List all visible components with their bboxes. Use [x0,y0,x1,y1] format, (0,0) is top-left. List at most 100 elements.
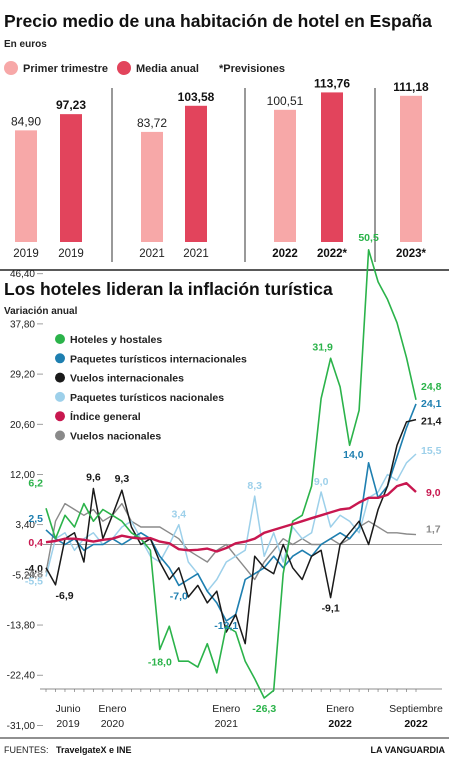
bar [60,114,82,242]
bar-value-label: 100,51 [267,94,304,108]
bar-category-label: 2023* [396,248,427,260]
series-line-hoteles [45,249,417,699]
x-tick-label-line1: Enero [212,703,240,715]
bar-category-label: 2021 [183,248,209,260]
bar-category-label: 2019 [13,248,39,260]
data-label: 2,5 [28,513,43,525]
legend-swatch [55,353,65,364]
x-tick-label-line1: Enero [326,703,354,715]
bar-value-label: 97,23 [56,98,86,112]
tourism-inflation-line-chart: Los hoteles lideran la inflación turísti… [4,232,443,732]
data-label: -13,1 [214,620,238,632]
legend-swatch-media-anual [117,61,131,75]
data-label: 9,0 [314,476,329,488]
x-tick-label-line2: 2021 [215,718,239,730]
y-tick-label: -5,20 [12,570,35,581]
series-line-indice [45,482,417,553]
data-label: -5,5 [25,576,43,588]
data-label: 3,4 [172,509,187,521]
legend-label: Hoteles y hostales [70,334,162,346]
data-label: 21,4 [421,416,442,428]
x-tick-label-line1: Septiembre [389,703,443,715]
data-label: -4,0 [25,563,43,575]
legend-swatch-primer-trimestre [4,61,18,75]
x-tick-label-line1: Enero [98,703,126,715]
legend-label: Índice general [70,410,141,423]
data-label: 24,1 [421,398,442,410]
legend-swatch [55,391,65,402]
data-label: 6,2 [28,477,43,489]
series-line-paq-int [45,403,417,622]
legend-swatch [55,334,65,344]
bar-category-label: 2021 [139,248,165,260]
legend-swatch [55,411,65,422]
bar-chart-title: Precio medio de una habitación de hotel … [4,11,432,31]
x-tick-label-line2: 2022 [328,718,352,730]
x-tick-label-line2: 2022 [404,718,428,730]
bar-value-label: 113,76 [314,76,350,90]
legend-swatch [55,372,65,383]
data-label: -9,1 [322,603,340,615]
series-line-vuelos-int [45,418,417,645]
data-label: -18,0 [148,657,172,669]
bar [274,109,296,243]
footer-sources-names: TravelgateX e INE [56,745,132,755]
y-tick-label: 37,80 [10,319,35,330]
data-label: -7,0 [170,590,188,602]
data-label: 50,5 [358,232,379,244]
legend-label-media-anual: Media anual [136,63,199,75]
bar [141,131,163,242]
legend-label: Paquetes turísticos nacionales [70,392,224,404]
data-label: 15,5 [421,445,442,457]
data-label: 31,9 [312,341,333,353]
bar-category-label: 2022* [317,248,348,260]
line-layer: 46,40 37,80 29,20 20,60 12,00 3,40 -5,20 -13,80… [7,232,443,732]
y-tick-label: 46,40 [10,269,35,280]
bar-category-label: 2019 [58,248,84,260]
y-tick-label: -22,40 [7,671,36,682]
bar [185,105,207,242]
y-tick-label: 3,40 [16,520,36,531]
line-chart-title: Los hoteles lideran la inflación turísti… [4,279,333,299]
data-label: 9,0 [426,487,441,499]
legend-swatch [55,430,65,441]
bar [321,92,343,242]
data-label: 9,3 [115,473,130,485]
data-label: 8,3 [247,480,262,492]
y-tick-label: 29,20 [10,370,35,381]
legend-label: Paquetes turísticos internacionales [70,353,247,365]
footer-sources-label: FUENTES: [4,745,49,755]
x-tick-label-line2: 2019 [56,718,80,730]
footer-brand: LA VANGUARDIA [371,745,446,755]
y-tick-label: 12,00 [10,470,35,481]
bar-value-label: 103,58 [178,90,215,104]
bar-chart-legend: Primer trimestre Media anual *Previsione… [4,61,285,75]
data-label: -4,8 [25,569,43,581]
data-label: 1,7 [426,524,441,536]
line-chart-subtitle: Variación anual [4,306,78,317]
bar [400,95,422,242]
bar-value-label: 111,18 [393,80,429,94]
y-tick-label: -13,80 [7,621,36,632]
legend-label-primer-trimestre: Primer trimestre [23,63,108,75]
y-tick-label: -31,00 [7,721,36,732]
data-label: 0,4 [28,537,43,549]
bar-category-label: 2022 [272,248,298,260]
y-tick-label: 20,60 [10,420,35,431]
bar-value-label: 84,90 [11,114,41,128]
legend-label: Vuelos nacionales [70,431,161,443]
bar-chart-subtitle: En euros [4,39,47,50]
hotel-price-bar-chart: Precio medio de una habitación de hotel … [4,11,432,262]
x-tick-label-line1: Junio [55,703,80,715]
data-label: 24,8 [421,381,442,393]
data-label: 14,0 [343,449,364,461]
line-chart-legend: Hoteles y hostales Paquetes turísticos in… [55,334,247,443]
bar [15,130,37,242]
legend-label: Vuelos internacionales [70,373,184,385]
x-tick-label-line2: 2020 [101,718,125,730]
data-label: -6,9 [55,590,73,602]
data-label: 9,6 [86,471,101,483]
footer-sources: FUENTES: TravelgateX e INE [4,740,132,757]
bars-layer: 84,90 2019 97,23 2019 83,72 2021 103,58 2021 100… [11,76,429,262]
